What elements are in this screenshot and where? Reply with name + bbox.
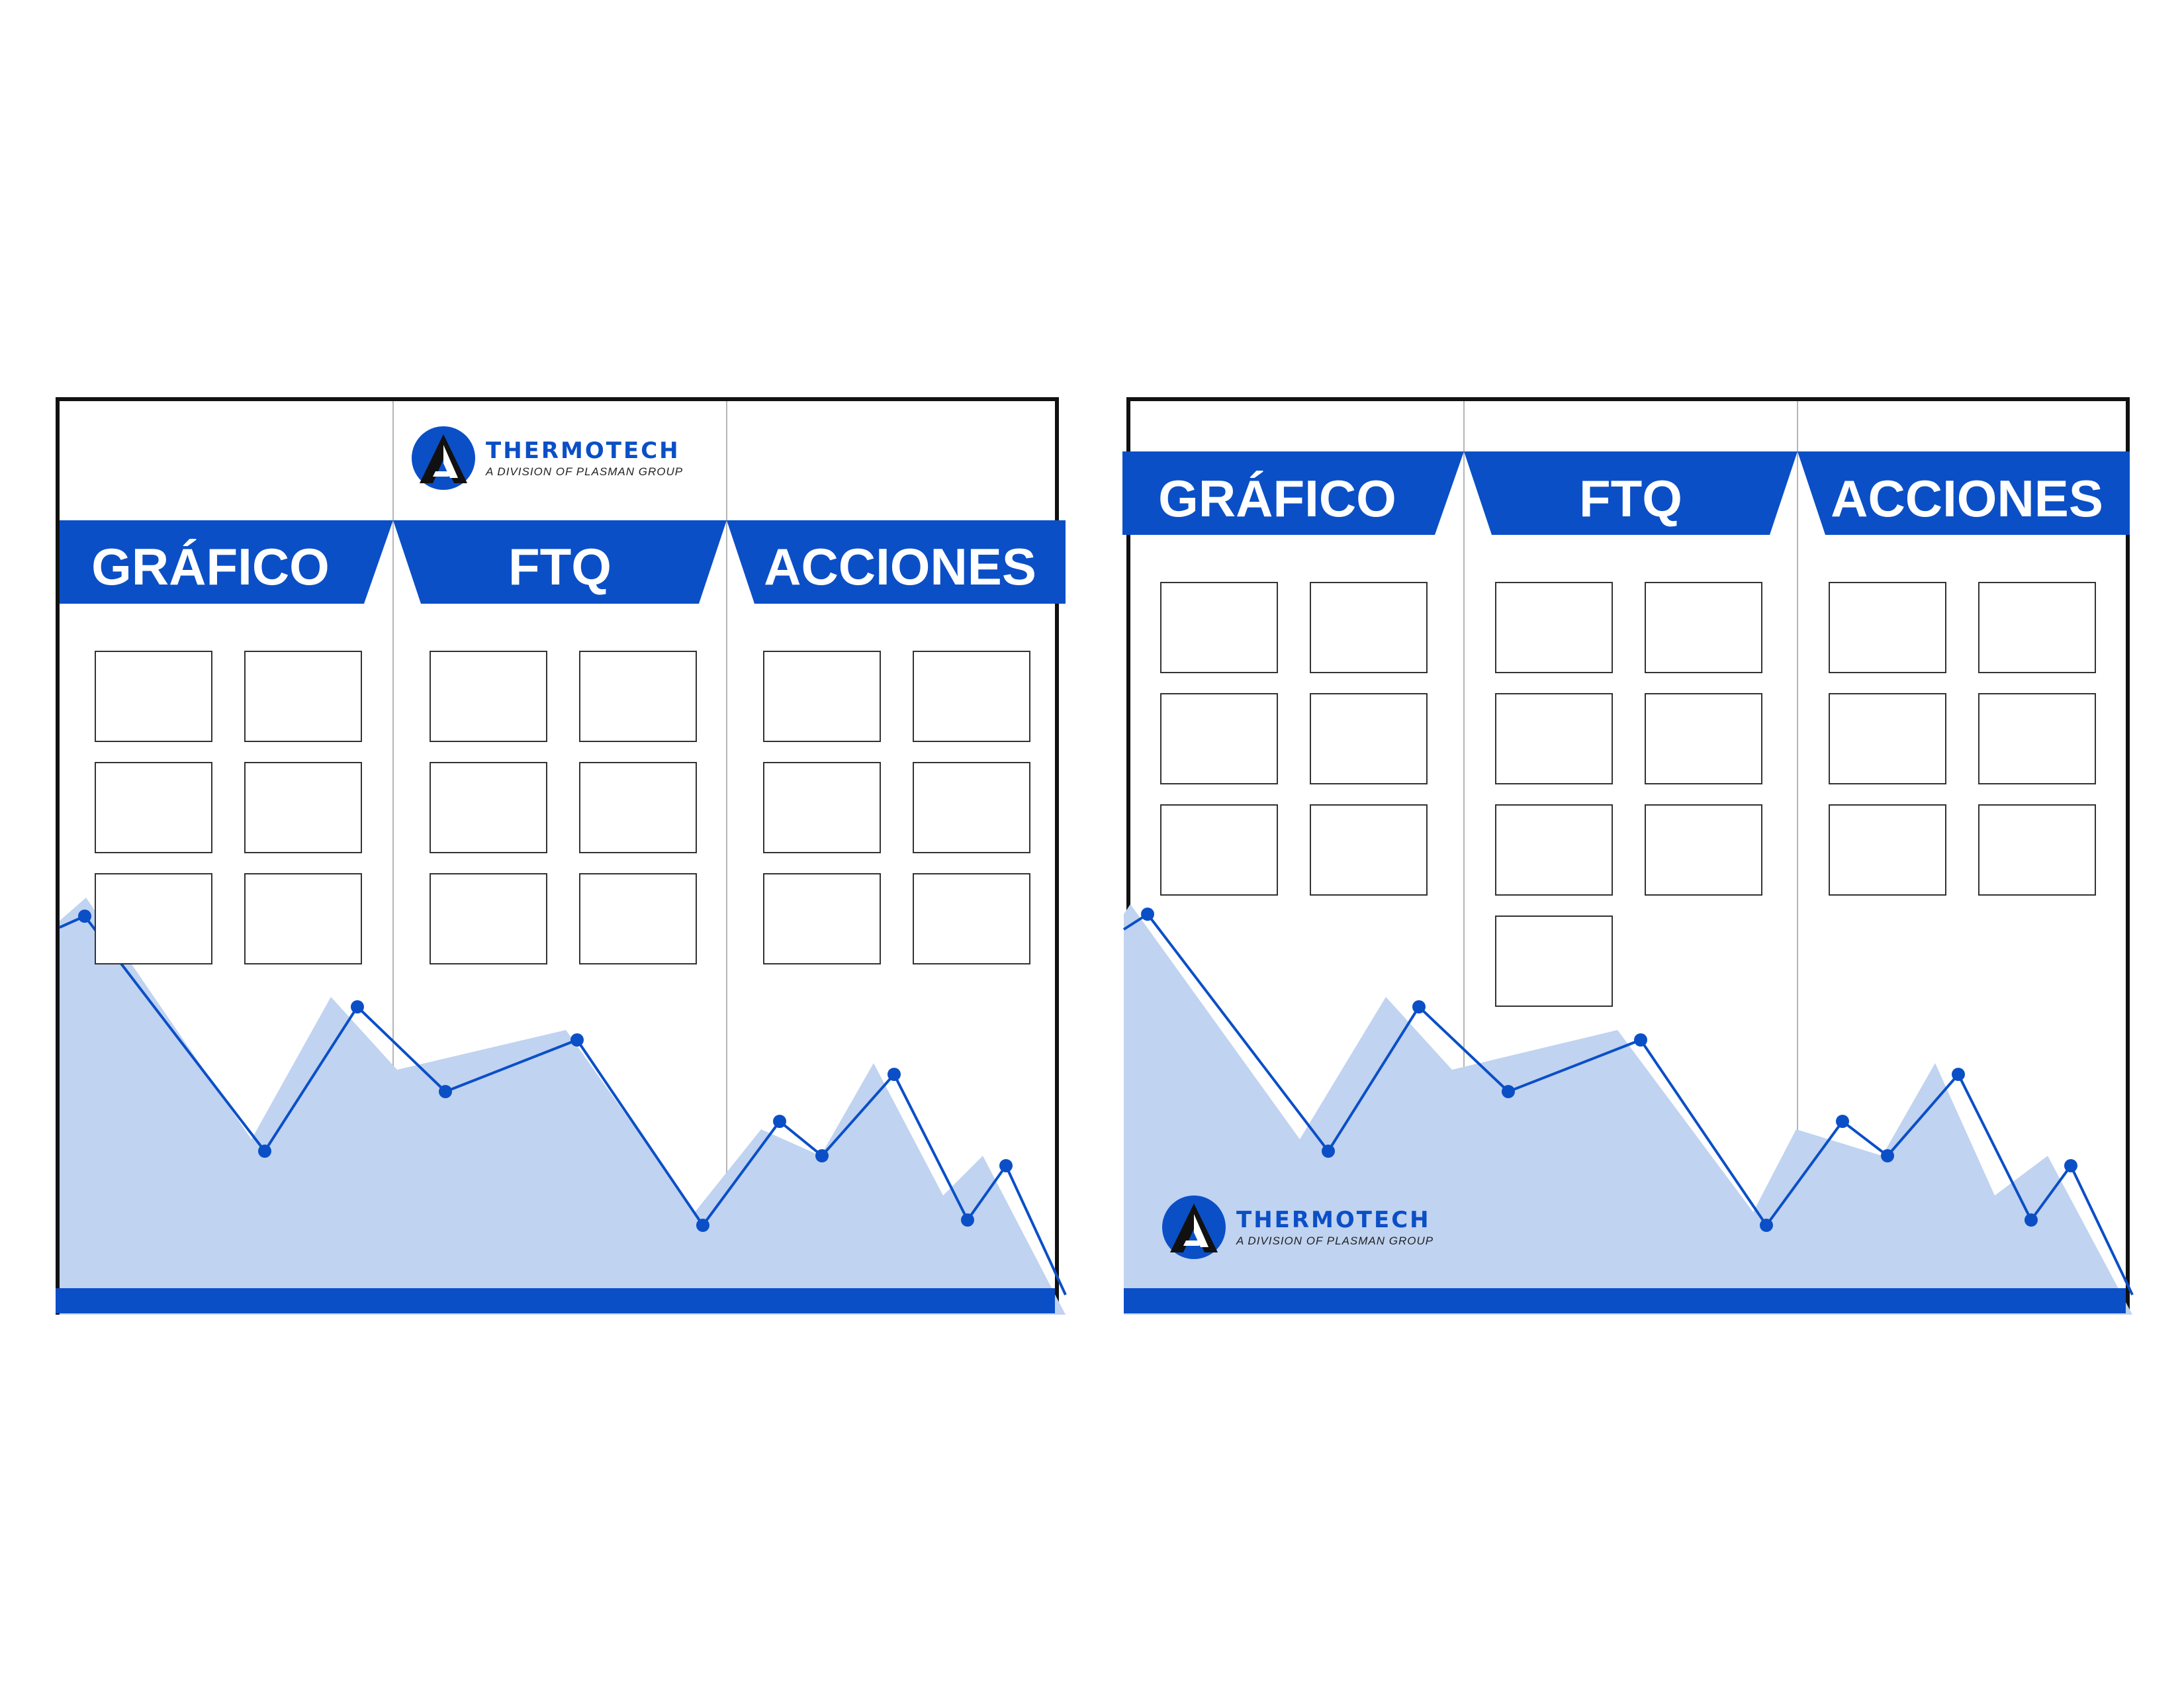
banner-grafico (1122, 451, 1464, 535)
decor-point (815, 1149, 829, 1162)
decor-point (570, 1033, 584, 1047)
decor-point (999, 1159, 1013, 1172)
slot-box[interactable] (913, 873, 1030, 964)
footer-bar (56, 1288, 1055, 1313)
slot-box[interactable] (1160, 804, 1278, 896)
slot-box[interactable] (95, 651, 212, 742)
board-a: GRÁFICO FTQ ACCIONES (56, 397, 1067, 1315)
decor-point (258, 1145, 271, 1158)
decor-point (1322, 1145, 1335, 1158)
section-label-acciones: ACCIONES (1831, 469, 2103, 528)
logo-tagline: A DIVISION OF PLASMAN GROUP (1236, 1234, 1434, 1247)
slot-box[interactable] (1978, 693, 2096, 784)
decor-point (773, 1115, 786, 1128)
slot-box[interactable] (1310, 804, 1428, 896)
decor-point (1836, 1115, 1849, 1128)
slot-box[interactable] (579, 762, 697, 853)
decor-point (1141, 908, 1154, 921)
slots-ftq (1495, 582, 1762, 1007)
slot-box[interactable] (1495, 693, 1613, 784)
decor-point (1952, 1068, 1965, 1081)
section-label-ftq: FTQ (508, 538, 612, 596)
slots-acciones (1829, 582, 2096, 896)
slot-box[interactable] (1978, 804, 2096, 896)
thermotech-a-mark-icon (410, 425, 477, 491)
slots-grafico (95, 651, 362, 964)
decor-area (60, 898, 1066, 1315)
decor-point (1881, 1149, 1894, 1162)
decor-points (1141, 908, 2077, 1232)
banner-acciones (727, 520, 1066, 604)
decor-area (1124, 904, 2132, 1315)
slot-box[interactable] (430, 873, 547, 964)
slot-box[interactable] (430, 651, 547, 742)
decor-point (1502, 1085, 1515, 1098)
slot-box[interactable] (244, 762, 362, 853)
slot-box[interactable] (430, 762, 547, 853)
slot-box[interactable] (1829, 693, 1946, 784)
banner-grafico (60, 520, 393, 604)
logo: THERMOTECH A DIVISION OF PLASMAN GROUP (410, 425, 683, 491)
logo: THERMOTECH A DIVISION OF PLASMAN GROUP (1161, 1194, 1433, 1260)
decor-point (961, 1213, 974, 1227)
decor-points (78, 910, 1013, 1232)
slot-box[interactable] (913, 762, 1030, 853)
decor-point (887, 1068, 901, 1081)
slot-box[interactable] (1495, 804, 1613, 896)
slot-box[interactable] (1829, 582, 1946, 673)
banner-ftq (393, 520, 727, 604)
slot-box[interactable] (1160, 693, 1278, 784)
decor-point (1634, 1033, 1647, 1047)
slot-box[interactable] (244, 873, 362, 964)
slot-box[interactable] (579, 873, 697, 964)
board-b: GRÁFICO FTQ ACCIONES (1122, 397, 2134, 1315)
slots-ftq (430, 651, 697, 964)
decor-point (1412, 1000, 1426, 1013)
slots-grafico (1160, 582, 1428, 896)
footer-bar (1124, 1288, 2126, 1313)
board-a-graphics: GRÁFICO FTQ ACCIONES (56, 401, 1067, 1315)
slot-box[interactable] (763, 873, 881, 964)
decor-point (1760, 1219, 1773, 1232)
slot-box[interactable] (1495, 582, 1613, 673)
slot-box[interactable] (95, 873, 212, 964)
slot-box[interactable] (1829, 804, 1946, 896)
banner-ftq (1464, 451, 1797, 535)
slot-box[interactable] (763, 762, 881, 853)
section-label-grafico: GRÁFICO (1158, 469, 1396, 528)
logo-tagline: A DIVISION OF PLASMAN GROUP (486, 465, 684, 478)
decor-point (351, 1000, 364, 1013)
decor-point (2025, 1213, 2038, 1227)
section-label-acciones: ACCIONES (764, 538, 1036, 596)
slot-box[interactable] (1310, 582, 1428, 673)
section-label-ftq: FTQ (1579, 469, 1682, 528)
slot-box[interactable] (1310, 693, 1428, 784)
logo-brand: THERMOTECH (486, 437, 680, 464)
slot-box[interactable] (579, 651, 697, 742)
slot-box[interactable] (244, 651, 362, 742)
decor-point (78, 910, 91, 923)
slot-box[interactable] (763, 651, 881, 742)
section-label-grafico: GRÁFICO (91, 538, 330, 596)
slot-box[interactable] (1978, 582, 2096, 673)
banner-acciones (1797, 451, 2130, 535)
decor-point (696, 1219, 709, 1232)
thermotech-a-mark-icon (1161, 1194, 1227, 1260)
decor-chart (1122, 904, 2134, 1315)
logo-brand: THERMOTECH (1236, 1206, 1431, 1233)
slot-box[interactable] (95, 762, 212, 853)
slot-box[interactable] (1495, 915, 1613, 1007)
decor-chart (59, 898, 1067, 1315)
slot-box[interactable] (1160, 582, 1278, 673)
decor-point (439, 1085, 452, 1098)
slot-box[interactable] (1645, 804, 1762, 896)
slots-acciones (763, 651, 1030, 964)
board-b-graphics: GRÁFICO FTQ ACCIONES (1122, 401, 2134, 1315)
slot-box[interactable] (1645, 693, 1762, 784)
slot-box[interactable] (1645, 582, 1762, 673)
slot-box[interactable] (913, 651, 1030, 742)
decor-point (2064, 1159, 2077, 1172)
